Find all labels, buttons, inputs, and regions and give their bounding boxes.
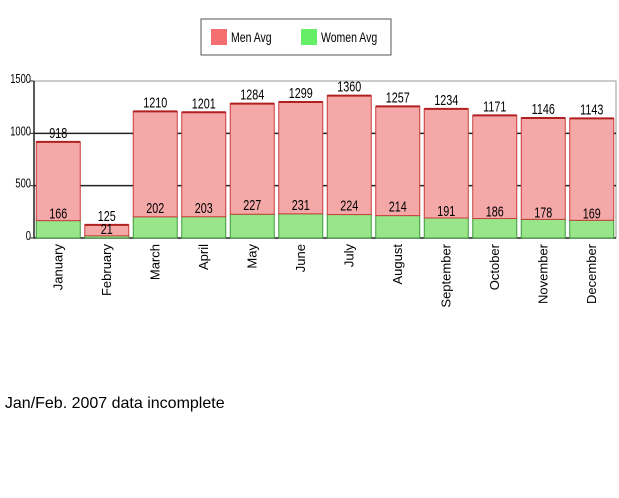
total-data-label: 125	[98, 207, 116, 224]
x-category-label: October	[487, 243, 502, 290]
total-data-label: 1143	[580, 101, 603, 118]
x-category-label: September	[438, 243, 453, 307]
women-data-label: 227	[243, 196, 261, 213]
total-data-label: 918	[49, 124, 67, 141]
bar-women-avg	[472, 218, 518, 239]
total-data-label: 1360	[337, 78, 361, 95]
total-data-label: 1234	[434, 91, 458, 108]
bar-women-avg	[569, 219, 615, 239]
women-data-label: 169	[583, 205, 601, 222]
bar-women-avg	[326, 214, 372, 239]
bar-men-avg	[229, 103, 275, 215]
x-category-label: January	[50, 244, 65, 291]
bar-men-avg	[375, 105, 421, 217]
women-data-label: 224	[340, 197, 358, 214]
bar-men-avg	[326, 95, 372, 216]
women-data-label: 186	[486, 203, 504, 220]
bar-women-avg	[132, 216, 178, 239]
x-category-label: March	[147, 244, 162, 280]
women-data-label: 191	[437, 202, 455, 219]
women-data-label: 202	[146, 199, 164, 216]
bar-women-avg	[520, 218, 566, 239]
x-category-label: August	[390, 244, 405, 285]
bar-men-avg	[35, 141, 81, 222]
bar-women-avg	[181, 216, 227, 239]
legend-label-women-avg: Women Avg	[321, 30, 377, 46]
total-data-label: 1210	[143, 94, 167, 111]
total-data-label: 1284	[240, 86, 264, 103]
y-tick-label: 0	[26, 230, 31, 244]
legend-swatch-women-avg	[301, 29, 317, 45]
y-tick-label: 1500	[10, 73, 31, 87]
bar-men-avg	[181, 111, 227, 218]
x-category-label: July	[341, 244, 356, 268]
y-tick-label: 500	[15, 177, 31, 191]
x-category-label: April	[196, 244, 211, 270]
total-data-label: 1257	[386, 89, 410, 106]
women-data-label: 166	[49, 205, 67, 222]
x-category-label: June	[293, 244, 308, 272]
women-data-label: 178	[534, 204, 552, 221]
total-data-label: 1299	[289, 84, 313, 101]
chart-legend: Men Avg Women Avg	[200, 18, 392, 56]
bar-women-avg	[35, 220, 81, 239]
bar-women-avg	[229, 213, 275, 239]
x-category-label: May	[244, 244, 259, 269]
bar-women-avg	[375, 215, 421, 239]
bar-men-avg	[569, 117, 615, 221]
legend-swatch-men-avg	[211, 29, 227, 45]
legend-box	[200, 18, 392, 56]
bar-men-avg	[278, 101, 324, 215]
bar-men-avg	[132, 110, 178, 218]
total-data-label: 1201	[192, 95, 216, 112]
x-category-label: December	[584, 243, 599, 304]
women-data-label: 214	[389, 198, 407, 215]
bar-women-avg	[423, 217, 469, 239]
y-tick-label: 1000	[10, 125, 31, 139]
women-data-label: 231	[292, 196, 310, 213]
legend-label-men-avg: Men Avg	[231, 30, 272, 46]
women-data-label: 21	[101, 220, 113, 237]
total-data-label: 1146	[532, 100, 555, 117]
bar-women-avg	[278, 213, 324, 239]
stacked-bar-chart: Men Avg Women Avg 0 500 1000 1500 918 166 Janua…	[10, 18, 617, 308]
x-category-label: February	[99, 244, 114, 297]
footnote: : Jan/Feb. 2007 data incomplete	[0, 395, 225, 412]
total-data-label: 1171	[483, 98, 506, 115]
plot-frame	[33, 80, 617, 239]
x-category-label: November	[535, 243, 550, 304]
bar-men-avg	[472, 114, 518, 220]
bar-men-avg	[423, 108, 469, 219]
women-data-label: 203	[195, 199, 213, 216]
